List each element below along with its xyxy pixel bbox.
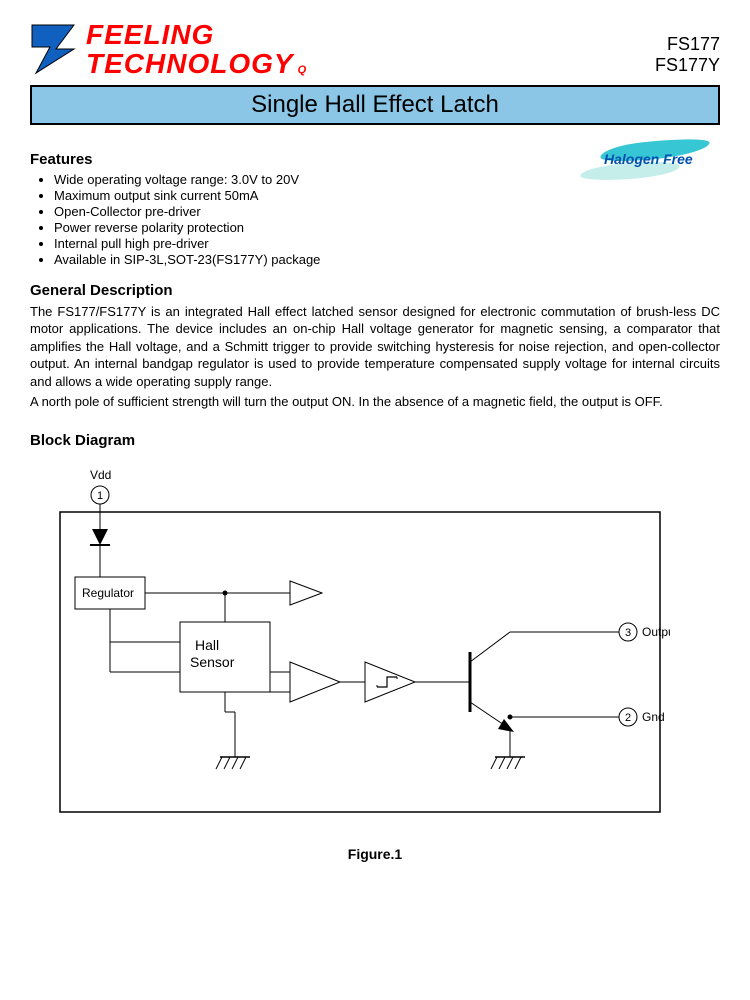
gnd-icon	[507, 757, 513, 769]
pin3-num: 3	[625, 627, 631, 639]
brand-line1: FEELING	[86, 20, 307, 49]
header: FEELING TECHNOLOGYQ FS177 FS177Y	[30, 20, 720, 79]
feature-item: Available in SIP-3L,SOT-23(FS177Y) packa…	[54, 252, 320, 267]
features-section: Features Wide operating voltage range: 3…	[30, 137, 720, 268]
badge-text: Halogen Free	[604, 151, 693, 167]
hall-label-1: Hall	[195, 637, 219, 653]
logo-block: FEELING TECHNOLOGYQ	[30, 20, 307, 79]
general-heading: General Description	[30, 282, 720, 299]
pin2-num: 2	[625, 712, 631, 724]
gnd-icon	[499, 757, 505, 769]
vdd-label: Vdd	[90, 468, 111, 482]
features-col: Features Wide operating voltage range: 3…	[30, 137, 320, 268]
feature-item: Power reverse polarity protection	[54, 220, 320, 235]
buffer-icon	[290, 581, 322, 605]
node-dot	[508, 715, 513, 720]
gnd-icon	[224, 757, 230, 769]
figure-caption: Figure.1	[30, 846, 720, 862]
block-diagram: Vdd 1 Regulator Hall Sensor	[30, 457, 720, 862]
schmitt-trigger-icon	[365, 662, 415, 702]
block-diagram-svg: Vdd 1 Regulator Hall Sensor	[30, 457, 670, 837]
output-label: Output	[642, 625, 670, 639]
gnd-icon	[216, 757, 222, 769]
amplifier-icon	[290, 662, 340, 702]
feature-item: Open-Collector pre-driver	[54, 204, 320, 219]
brand-logo-icon	[30, 23, 78, 75]
transistor-collector	[470, 632, 510, 662]
feature-item: Wide operating voltage range: 3.0V to 20…	[54, 172, 320, 187]
gnd-label: Gnd	[642, 710, 665, 724]
feature-item: Internal pull high pre-driver	[54, 236, 320, 251]
part-number-2: FS177Y	[655, 55, 720, 77]
regulator-label: Regulator	[82, 586, 134, 600]
general-para1: The FS177/FS177Y is an integrated Hall e…	[30, 303, 720, 391]
brand-text: FEELING TECHNOLOGYQ	[86, 20, 307, 79]
general-para2: A north pole of sufficient strength will…	[30, 393, 720, 411]
features-heading: Features	[30, 151, 320, 168]
features-list: Wide operating voltage range: 3.0V to 20…	[30, 172, 320, 267]
feature-item: Maximum output sink current 50mA	[54, 188, 320, 203]
gnd-icon	[240, 757, 246, 769]
gnd-icon	[232, 757, 238, 769]
gnd-icon	[491, 757, 497, 769]
diagram-outer-box	[60, 512, 660, 812]
part-number-1: FS177	[655, 34, 720, 56]
gnd-icon	[515, 757, 521, 769]
diode-icon	[92, 529, 108, 545]
emitter-arrow-icon	[498, 719, 514, 732]
part-numbers: FS177 FS177Y	[655, 34, 720, 77]
brand-line2: TECHNOLOGYQ	[86, 49, 307, 78]
title-bar: Single Hall Effect Latch	[30, 85, 720, 125]
block-diagram-heading: Block Diagram	[30, 432, 720, 449]
sub-mark: Q	[298, 64, 308, 76]
halogen-free-badge: Halogen Free	[580, 141, 720, 191]
pin1-num: 1	[97, 490, 103, 502]
hall-label-2: Sensor	[190, 654, 235, 670]
